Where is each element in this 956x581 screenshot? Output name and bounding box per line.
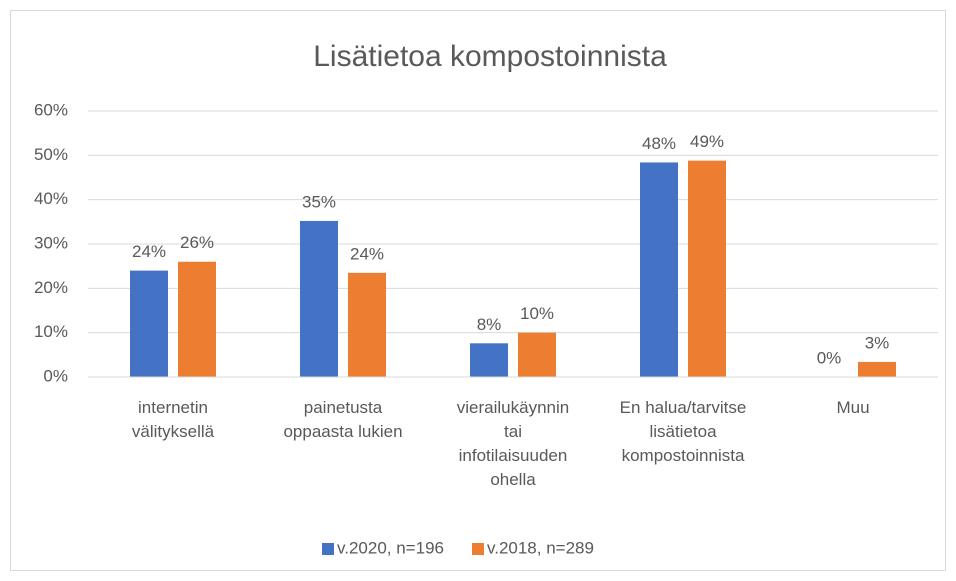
x-tick-label: internetin välityksellä — [131, 398, 215, 441]
data-label: 3% — [865, 333, 890, 352]
bar — [858, 361, 896, 377]
bar — [688, 160, 726, 377]
x-tick-label: painetusta oppaasta lukien — [283, 398, 403, 441]
legend-swatch — [471, 543, 484, 555]
y-tick-label: 0% — [43, 366, 68, 385]
chart-title: Lisätietoa kompostoinnista — [313, 40, 667, 73]
bar — [130, 270, 168, 377]
data-label: 0% — [817, 348, 842, 367]
data-label: 10% — [520, 304, 554, 323]
legend-label: v.2020, n=196 — [337, 538, 444, 557]
legend-swatch — [322, 543, 334, 555]
y-tick-label: 40% — [34, 189, 68, 208]
x-tick-label: Muu — [836, 398, 870, 417]
data-label: 35% — [302, 192, 336, 211]
data-label: 8% — [477, 315, 502, 334]
y-tick-label: 50% — [34, 145, 68, 164]
bar — [178, 261, 216, 377]
bar — [470, 343, 508, 377]
x-tick-label: vierailukäynnin tai infotilaisuuden ohel… — [456, 398, 570, 489]
data-label: 49% — [690, 132, 724, 151]
bar — [348, 272, 386, 377]
y-tick-label: 10% — [34, 322, 68, 341]
data-label: 26% — [180, 233, 214, 252]
bar — [640, 162, 678, 377]
y-tick-label: 60% — [34, 100, 68, 119]
data-label: 24% — [132, 242, 166, 261]
data-label: 24% — [350, 244, 384, 263]
y-tick-label: 30% — [34, 233, 68, 252]
y-tick-label: 20% — [34, 278, 68, 297]
x-tick-label: En halua/tarvitse lisätietoa kompostoinn… — [619, 398, 747, 465]
bar — [518, 332, 556, 377]
data-label: 48% — [642, 134, 676, 153]
bar — [300, 220, 338, 377]
legend-label: v.2018, n=289 — [487, 538, 594, 557]
